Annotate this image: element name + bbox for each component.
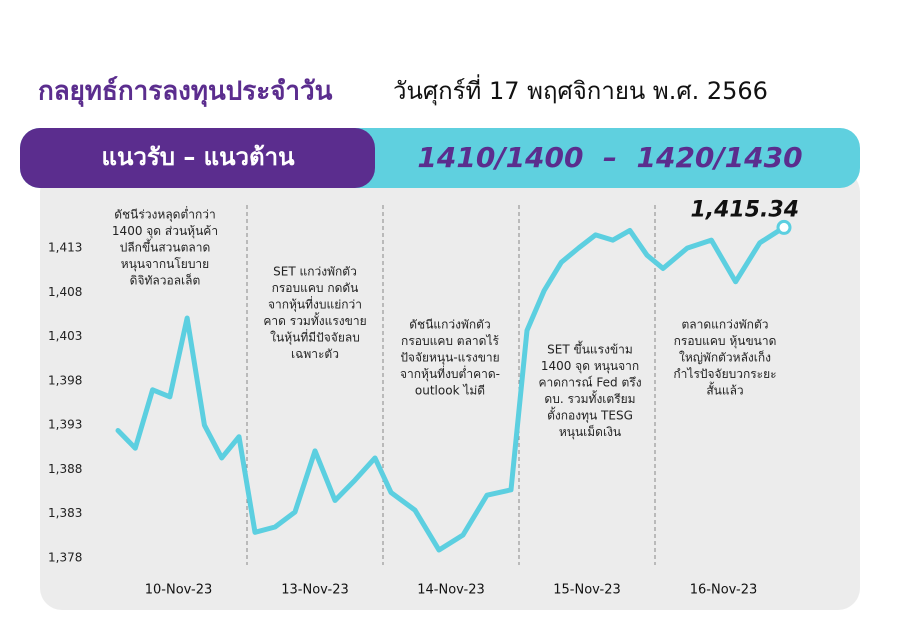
annotation: SET แกว่งพักตัว bbox=[273, 265, 357, 279]
annotation: จากหุ้นที่งบแย่กว่า bbox=[268, 296, 362, 313]
y-tick-label: 1,383 bbox=[48, 506, 82, 520]
annotation: SET ขึ้นแรงข้าม bbox=[547, 341, 633, 357]
x-tick-label: 13-Nov-23 bbox=[281, 583, 349, 598]
y-tick-label: 1,388 bbox=[48, 462, 82, 476]
plot: 1,378 1,383 1,388 1,393 1,398 1,403 1,408 1,413… bbox=[48, 197, 799, 597]
last-point bbox=[776, 219, 792, 235]
price-line bbox=[115, 224, 787, 553]
annotation: สั้นแล้ว bbox=[706, 382, 743, 398]
y-tick-label: 1,403 bbox=[48, 329, 82, 343]
x-tick-label: 15-Nov-23 bbox=[553, 583, 621, 598]
annotation: เฉพาะตัว bbox=[291, 347, 339, 361]
annotation: กรอบแคบ ตลาดไร้ bbox=[401, 334, 499, 348]
annotation: คาด รวมทั้งแรงขาย bbox=[263, 312, 366, 328]
annotation: ตั้งกองทุน TESG bbox=[547, 407, 633, 424]
annotation: กรอบแคบ กดดัน bbox=[272, 281, 359, 295]
annotation: หนุนจากนโยบาย bbox=[121, 257, 209, 272]
x-tick-label: 10-Nov-23 bbox=[145, 583, 213, 598]
annotation: ใหญ่พักตัวหลังเก็ง bbox=[679, 350, 771, 365]
annotation: ตลาดแกว่งพักตัว bbox=[682, 318, 769, 332]
value-label: 1,415.34 bbox=[690, 197, 799, 222]
y-tick-label: 1,393 bbox=[48, 418, 82, 432]
annotation: กรอบแคบ หุ้นขนาด bbox=[674, 334, 777, 349]
y-tick-label: 1,398 bbox=[48, 373, 82, 387]
annotation: ดบ. รวมทั้งเตรียม bbox=[544, 390, 635, 406]
annotation: ดัชนีแกว่งพักตัว bbox=[409, 318, 490, 332]
x-tick-label: 16-Nov-23 bbox=[690, 583, 758, 598]
y-tick-label: 1,413 bbox=[48, 241, 82, 255]
annotation: 1400 จุด ส่วนหุ้นค้า bbox=[112, 224, 218, 239]
annotation: ดิจิทัลวอลเล็ต bbox=[130, 273, 201, 288]
y-tick-label: 1,408 bbox=[48, 285, 82, 299]
y-tick-label: 1,378 bbox=[48, 551, 82, 565]
annotation: outlook ไม่ดี bbox=[415, 384, 485, 398]
annotation: หนุนเม็ดเงิน bbox=[559, 424, 621, 440]
annotation: คาดการณ์ Fed ตรึง bbox=[538, 376, 641, 390]
title: กลยุทธ์การลงทุนประจำวัน bbox=[38, 76, 333, 108]
date: วันศุกร์ที่ 17 พฤศจิกายน พ.ศ. 2566 bbox=[393, 74, 768, 106]
annotation: 1400 จุด หนุนจาก bbox=[541, 359, 639, 374]
annotation: กำไรปัจจัยบวกระยะ bbox=[673, 367, 776, 381]
annotation: ปัจจัยหนุน-แรงขาย bbox=[400, 351, 499, 366]
annotation: จากหุ้นที่งบต่ำคาด- bbox=[400, 365, 500, 382]
banner-left bbox=[20, 128, 375, 188]
annotation: ปลีกขึ้นสวนตลาด bbox=[120, 239, 211, 255]
annotation: ในหุ้นที่มีปัจจัยลบ bbox=[270, 329, 360, 346]
annotation: ดัชนีร่วงหลุดต่ำกว่า bbox=[114, 206, 216, 223]
x-tick-label: 14-Nov-23 bbox=[417, 583, 485, 598]
banner-label: แนวรับ – แนวต้าน bbox=[101, 143, 295, 171]
banner-levels: 1410/1400 – 1420/1430 bbox=[417, 141, 802, 174]
